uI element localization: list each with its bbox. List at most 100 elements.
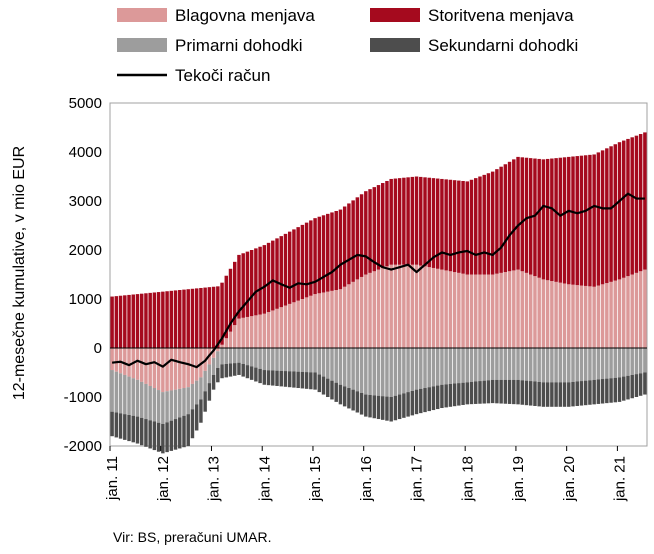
bar-blagovna: [135, 348, 140, 380]
y-axis-title: 12-mesečne kumulative, v mio EUR: [11, 146, 28, 400]
bar-storitvena: [520, 157, 524, 272]
bar-sekundarni: [385, 396, 389, 421]
bar-sekundarni: [558, 382, 563, 407]
bar-primarni: [630, 348, 634, 375]
bar-blagovna: [110, 348, 114, 371]
bar-primarni: [389, 348, 393, 397]
bar-storitvena: [194, 288, 199, 348]
bar-blagovna: [165, 348, 169, 392]
bar-sekundarni: [156, 422, 161, 452]
bar-storitvena: [605, 148, 609, 284]
bar-storitvena: [114, 296, 119, 348]
legend-label-sekundarni: Sekundarni dohodki: [428, 36, 578, 55]
bar-primarni: [380, 348, 385, 397]
x-tick-label: jan. 12: [155, 456, 172, 502]
bar-blagovna: [156, 348, 161, 391]
bar-sekundarni: [123, 414, 127, 440]
bar-blagovna: [397, 264, 402, 348]
bar-blagovna: [469, 274, 474, 348]
bar-blagovna: [228, 331, 233, 348]
bar-primarni: [372, 348, 377, 396]
bar-sekundarni: [622, 376, 626, 401]
bar-blagovna: [490, 274, 495, 348]
bar-blagovna: [309, 295, 313, 348]
bar-primarni: [266, 348, 271, 371]
bar-blagovna: [279, 307, 283, 348]
bar-sekundarni: [127, 414, 131, 442]
bar-sekundarni: [490, 379, 495, 404]
bar-storitvena: [575, 156, 579, 286]
bar-primarni: [402, 348, 406, 394]
bar-sekundarni: [287, 371, 292, 388]
bar-storitvena: [123, 295, 127, 348]
bar-sekundarni: [190, 409, 195, 439]
bar-sekundarni: [372, 395, 377, 419]
bar-storitvena: [638, 134, 643, 272]
bar-sekundarni: [503, 379, 508, 404]
bar-sekundarni: [347, 388, 351, 409]
bar-storitvena: [216, 286, 220, 348]
bar-sekundarni: [224, 363, 229, 378]
bar-sekundarni: [393, 395, 398, 421]
bar-storitvena: [495, 169, 499, 274]
bar-primarni: [355, 348, 360, 392]
bar-primarni: [203, 370, 207, 392]
bar-primarni: [486, 348, 491, 381]
bar-blagovna: [300, 299, 305, 348]
legend-label-tekoci: Tekoči račun: [175, 66, 270, 85]
bar-storitvena: [630, 137, 634, 275]
bar-blagovna: [634, 272, 639, 348]
bar-primarni: [254, 348, 258, 368]
bar-primarni: [114, 371, 119, 413]
bar-blagovna: [567, 284, 571, 348]
bar-sekundarni: [427, 387, 431, 412]
bar-sekundarni: [643, 372, 647, 395]
bar-storitvena: [271, 240, 275, 311]
bar-storitvena: [550, 158, 554, 282]
bar-primarni: [139, 381, 144, 418]
legend-label-storitvena: Storitvena menjava: [428, 6, 574, 25]
bar-blagovna: [524, 272, 529, 348]
bar-primarni: [414, 348, 419, 390]
bar-sekundarni: [524, 380, 529, 406]
bar-primarni: [330, 348, 334, 381]
bar-storitvena: [287, 231, 292, 304]
bar-blagovna: [342, 286, 347, 348]
bar-storitvena: [512, 159, 516, 271]
bar-blagovna: [334, 290, 338, 348]
bar-storitvena: [452, 180, 457, 273]
bar-sekundarni: [474, 381, 478, 404]
bar-blagovna: [638, 271, 643, 348]
bar-blagovna: [211, 348, 216, 358]
bar-primarni: [474, 348, 478, 382]
bar-sekundarni: [588, 380, 592, 405]
bar-blagovna: [283, 305, 288, 348]
bar-storitvena: [431, 178, 436, 268]
bar-primarni: [224, 348, 229, 364]
bar-primarni: [144, 383, 148, 420]
bar-blagovna: [326, 291, 330, 348]
bar-storitvena: [457, 180, 461, 273]
bar-storitvena: [199, 287, 203, 348]
bar-sekundarni: [600, 379, 605, 404]
bar-primarni: [359, 348, 364, 393]
line-tekoci-racun: [111, 192, 645, 369]
bar-sekundarni: [596, 379, 601, 404]
bar-blagovna: [266, 312, 271, 348]
y-axis: 5000 4000 3000 2000 1000 0 -1000 -2000: [64, 95, 102, 455]
bar-sekundarni: [266, 370, 271, 386]
x-tick-label: jan. 11: [104, 456, 121, 501]
bar-sekundarni: [292, 371, 296, 388]
bar-sekundarni: [452, 383, 457, 407]
bar-storitvena: [304, 222, 309, 298]
bar-blagovna: [317, 293, 322, 348]
bar-sekundarni: [228, 363, 233, 377]
bar-primarni: [237, 348, 241, 363]
bar-sekundarni: [338, 384, 343, 405]
bar-storitvena: [300, 224, 305, 299]
bar-primarni: [304, 348, 309, 373]
bar-sekundarni: [397, 394, 402, 420]
bar-primarni: [613, 348, 618, 378]
bar-sekundarni: [486, 380, 491, 404]
bar-storitvena: [389, 178, 393, 265]
